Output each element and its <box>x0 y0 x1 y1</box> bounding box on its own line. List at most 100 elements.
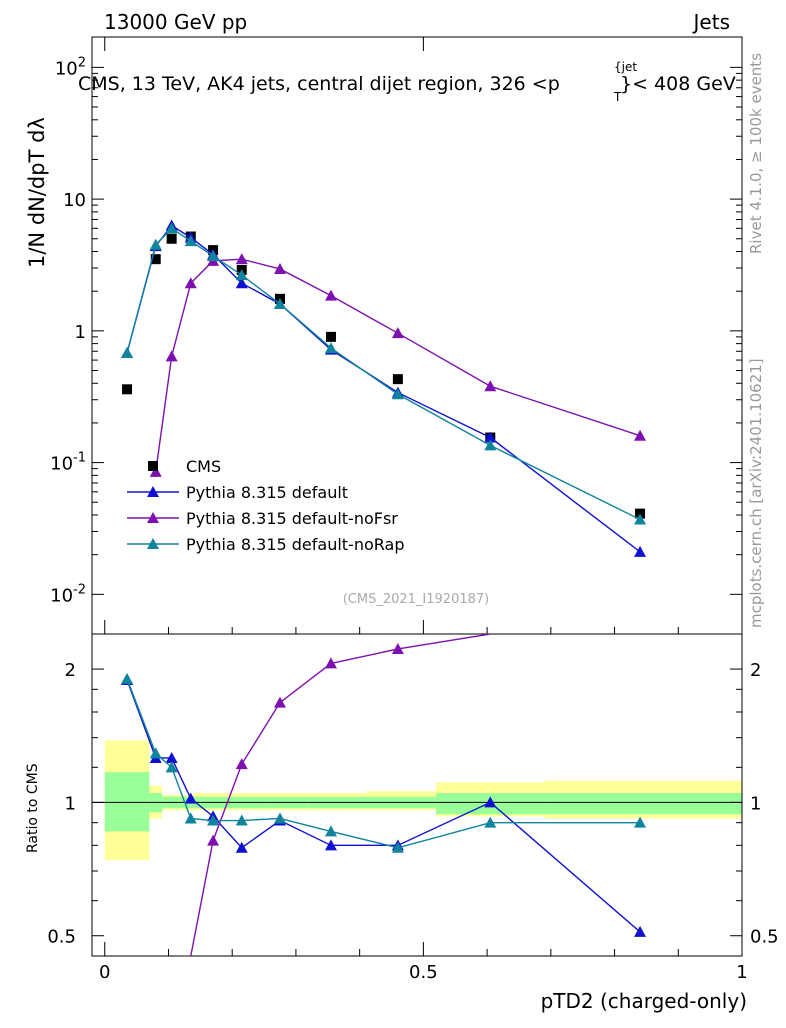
legend-marker <box>148 461 158 471</box>
main-ytick-label: 1 <box>75 322 86 343</box>
ratio-uncertainty-bands <box>104 740 742 861</box>
ratio-point <box>165 751 178 763</box>
legend-marker <box>147 512 159 523</box>
xtick-label: 0.5 <box>409 962 438 983</box>
analysis-watermark: (CMS_2021_I1920187) <box>343 592 490 607</box>
plot-title-tail: }< 408 GeV <box>620 73 736 95</box>
data-point <box>391 327 404 339</box>
ratio-point <box>184 792 197 804</box>
data-point <box>235 269 248 281</box>
data-point <box>273 297 286 309</box>
main-ytick-label: 10-2 <box>50 582 86 606</box>
ratio-series <box>121 633 647 957</box>
ratio-ytick-label-right: 0.5 <box>750 927 779 948</box>
ratio-point <box>634 816 647 828</box>
legend-marker <box>147 486 159 497</box>
series-line <box>126 224 641 553</box>
ratio-ytick-label-right: 2 <box>750 660 761 681</box>
ratio-point <box>207 834 220 846</box>
data-point <box>325 331 336 342</box>
data-point <box>166 233 177 244</box>
ratio-series-pythia-8-315-default-nofsr <box>190 633 491 957</box>
data-point <box>122 384 133 395</box>
xtick-label: 1 <box>736 962 747 983</box>
data-point <box>634 513 647 525</box>
ratio-point <box>165 761 178 773</box>
ratio-point <box>235 758 248 770</box>
ratio-point <box>273 696 286 708</box>
ratio-point <box>324 657 337 669</box>
ratio-frame-box <box>91 633 743 957</box>
ratio-ytick-label: 2 <box>65 660 76 681</box>
data-point <box>324 289 337 301</box>
series-pythia-8-315-default-nofsr <box>149 253 647 477</box>
xtick-label: 0 <box>99 962 110 983</box>
plot-title: CMS, 13 TeV, AK4 jets, central dijet reg… <box>78 73 560 95</box>
main-ytick-label: 10 <box>63 190 86 211</box>
data-point <box>184 277 197 289</box>
y-axis-label-main-text: 1/N dN/dpT dλ <box>25 117 49 268</box>
mcplots-label: mcplots.cern.ch [arXiv:2401.10621] <box>747 358 765 628</box>
data-point <box>634 429 647 441</box>
data-point <box>484 439 497 451</box>
data-point <box>484 380 497 392</box>
y-axis-label-main: 1/N dN/dpT dλ <box>25 117 49 268</box>
ratio-line <box>126 678 641 849</box>
ratio-band-stat <box>104 772 150 832</box>
data-point <box>207 249 220 261</box>
legend-label: Pythia 8.315 default <box>186 483 348 502</box>
data-point <box>235 277 248 289</box>
ratio-ytick-label: 0.5 <box>47 927 76 948</box>
data-point <box>484 431 497 443</box>
data-point <box>121 346 134 358</box>
header-left: 13000 GeV pp <box>104 10 247 34</box>
main-plot-frame: 10-2 10-1 1 10 102 <box>50 36 743 635</box>
ratio-point <box>235 814 248 826</box>
ratio-point <box>184 812 197 824</box>
data-point <box>149 465 162 477</box>
data-point <box>324 342 337 354</box>
ratio-point <box>121 672 134 684</box>
data-point <box>634 545 647 557</box>
legend: CMS Pythia 8.315 default Pythia 8.315 defa… <box>127 457 404 554</box>
data-point <box>391 388 404 400</box>
ratio-point <box>484 816 497 828</box>
data-point <box>184 235 197 247</box>
ratio-point <box>235 841 248 853</box>
data-point <box>273 262 286 274</box>
main-ytick-label: 102 <box>55 55 86 79</box>
ratio-point <box>324 839 337 851</box>
ratio-point <box>484 796 497 808</box>
data-point <box>235 253 248 265</box>
data-point <box>392 374 403 385</box>
ratio-ytick-label: 1 <box>65 793 76 814</box>
ratio-point <box>273 812 286 824</box>
ratio-series-pythia-8-315-default-norap <box>121 672 647 853</box>
header-right: Jets <box>692 10 730 34</box>
ratio-point <box>391 642 404 654</box>
ratio-ytick-label-right: 1 <box>750 793 761 814</box>
ratio-point <box>634 925 647 937</box>
plot-title-sub: T <box>613 90 622 104</box>
ratio-point <box>324 825 337 837</box>
x-axis-label: pTD2 (charged-only) <box>541 989 747 1013</box>
ratio-point <box>207 814 220 826</box>
data-point <box>165 222 178 234</box>
series-line <box>155 258 641 472</box>
main-series <box>121 219 647 557</box>
legend-label: Pythia 8.315 default-noFsr <box>186 509 398 528</box>
data-point <box>149 238 162 250</box>
rivet-label: Rivet 4.1.0, ≥ 100k events <box>747 53 765 254</box>
legend-marker <box>147 538 159 549</box>
ratio-point <box>391 841 404 853</box>
data-point <box>150 254 161 265</box>
ratio-plot-frame: 0.5 0.51 12 20 0.5 1 <box>47 633 779 983</box>
plot-title-sup: {jet <box>614 60 637 74</box>
legend-label: Pythia 8.315 default-noRap <box>186 535 404 554</box>
main-ytick-label: 10-1 <box>50 451 86 475</box>
series-pythia-8-315-default-norap <box>121 222 647 525</box>
plot-title-main: CMS, 13 TeV, AK4 jets, central dijet reg… <box>78 73 560 95</box>
ratio-point <box>149 747 162 759</box>
y-axis-label-ratio: Ratio to CMS <box>25 763 41 853</box>
